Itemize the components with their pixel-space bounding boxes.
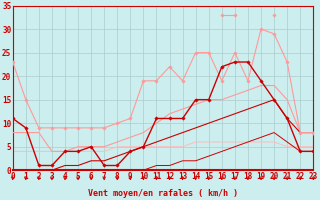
X-axis label: Vent moyen/en rafales ( km/h ): Vent moyen/en rafales ( km/h ) <box>88 189 238 198</box>
